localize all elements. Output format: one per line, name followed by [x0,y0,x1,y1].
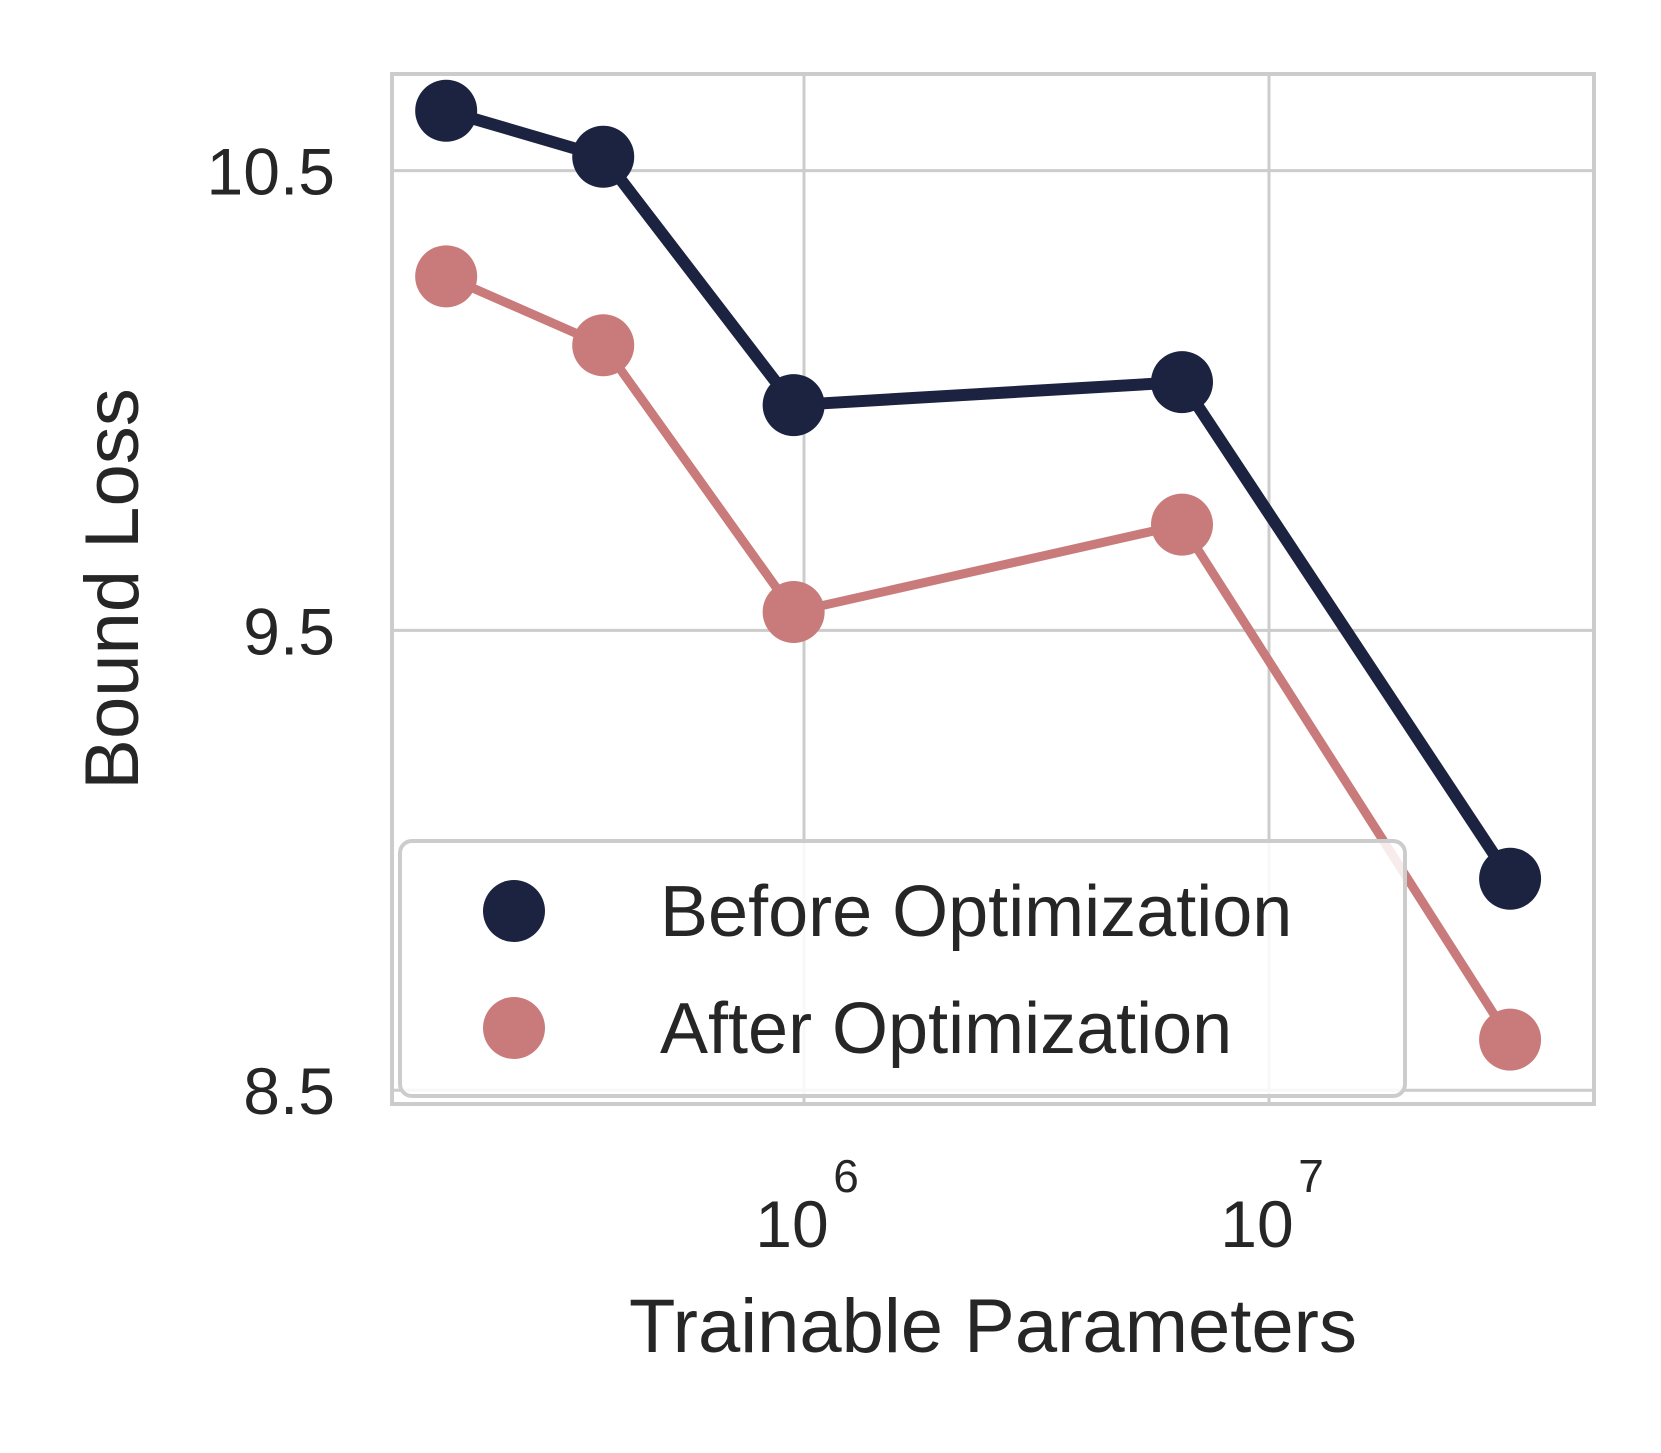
data-point [1479,1008,1542,1071]
y-tick-label: 10.5 [207,135,335,209]
legend-entry: Before Optimization [483,872,1292,952]
legend-label: After Optimization [660,989,1232,1069]
data-point [572,125,635,188]
x-tick-base: 10 [1220,1187,1293,1261]
x-tick-exponent: 6 [833,1150,859,1202]
x-tick-label: 107 [1220,1150,1324,1261]
data-point [415,245,478,308]
y-tick-label: 8.5 [243,1054,335,1128]
x-tick-base: 10 [755,1187,828,1261]
y-tick-labels: 8.5 9.5 10.5 [207,135,335,1129]
data-point [1479,847,1542,910]
plot-frame [390,72,1596,1106]
y-tick-label: 9.5 [243,594,335,668]
data-point [762,374,825,437]
legend-box [398,839,1407,1098]
legend-label: Before Optimization [660,872,1292,952]
data-point [1150,351,1213,414]
data-point [572,314,635,377]
y-axis-label: Bound Loss [70,388,155,789]
legend: Before Optimization After Optimization [398,839,1407,1098]
series-line [444,105,1516,882]
legend-marker [483,997,545,1059]
data-point [762,580,825,643]
data-point [415,79,478,142]
series-1 [415,245,1542,1071]
series-0 [415,79,1542,910]
x-tick-exponent: 7 [1298,1150,1324,1202]
data-point [1150,493,1213,556]
x-axis-label: Trainable Parameters [629,1284,1357,1369]
legend-marker [483,880,545,942]
x-tick-label: 106 [755,1150,859,1261]
series-layer [415,79,1542,1071]
legend-entry: After Optimization [483,989,1232,1069]
